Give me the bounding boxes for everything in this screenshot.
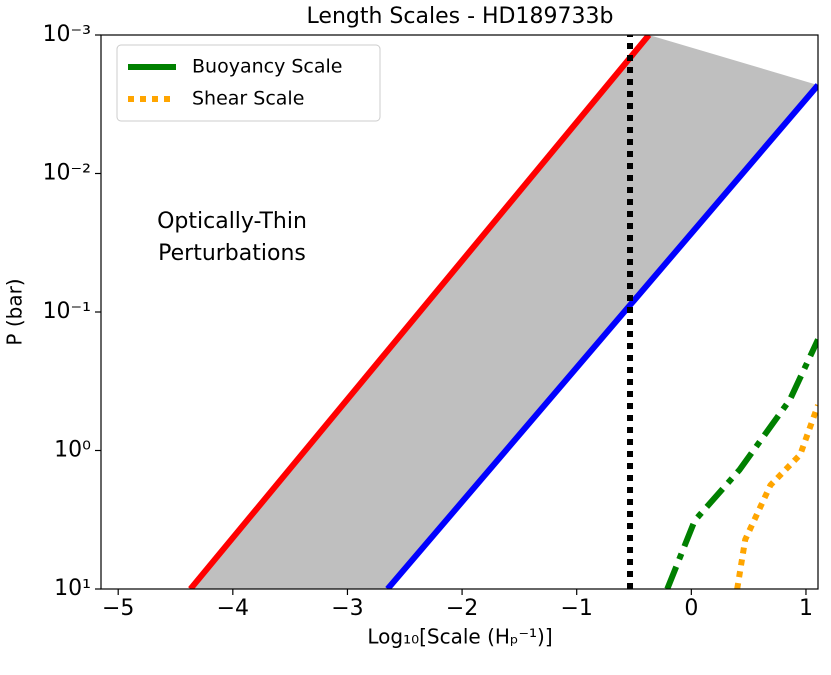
legend-label: Buoyancy Scale — [192, 56, 342, 78]
legend-frame — [116, 44, 381, 122]
x-tick-label: 0 — [684, 596, 698, 621]
y-tick-label: 10⁻¹ — [43, 299, 91, 324]
annotation: Perturbations — [158, 241, 306, 266]
shaded-band — [190, 35, 818, 589]
y-tick-label: 10⁻³ — [43, 22, 91, 47]
x-tick-label: −5 — [102, 596, 134, 621]
annotation: Optically-Thin — [157, 209, 307, 234]
x-tick-label: −2 — [446, 596, 478, 621]
x-tick-label: −4 — [217, 596, 249, 621]
x-tick-label: −1 — [560, 596, 592, 621]
series-line — [188, 35, 652, 589]
y-tick-label: 10⁰ — [54, 438, 91, 463]
series-line — [734, 404, 818, 589]
x-tick-label: 1 — [799, 596, 813, 621]
x-axis-label: Log₁₀[Scale (Hₚ⁻¹)] — [367, 625, 552, 649]
chart-title: Length Scales - HD189733b — [307, 4, 614, 29]
x-tick-label: −3 — [331, 596, 363, 621]
plot-area — [188, 35, 818, 589]
legend-label: Shear Scale — [192, 88, 304, 110]
series-line — [664, 338, 818, 589]
series-line — [385, 83, 818, 589]
y-tick-label: 10⁻² — [43, 161, 91, 186]
y-tick-label: 10¹ — [54, 576, 91, 601]
y-axis-label: P (bar) — [3, 278, 27, 345]
